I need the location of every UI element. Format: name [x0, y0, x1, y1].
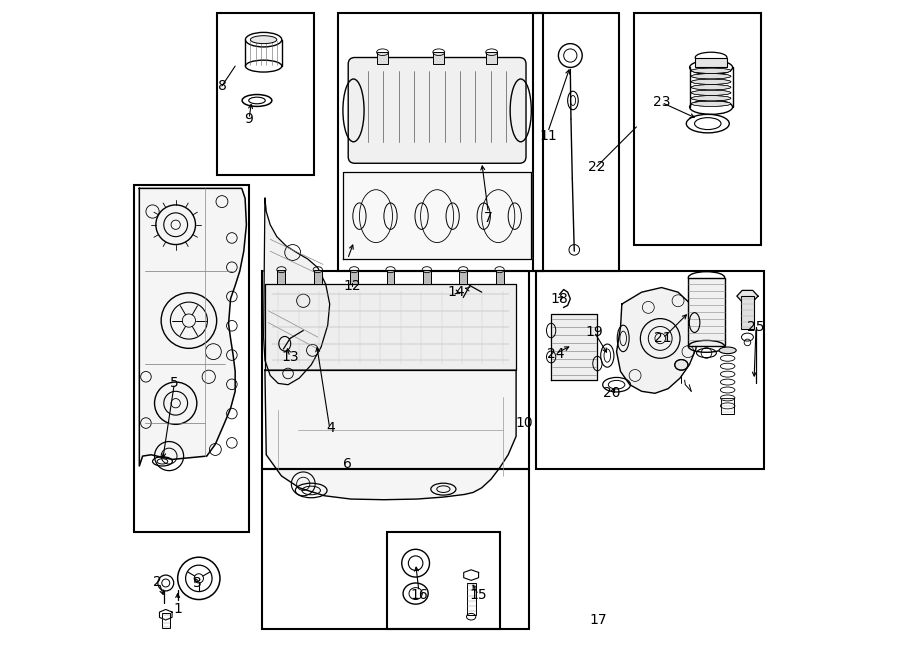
- Text: 10: 10: [515, 416, 533, 430]
- Text: 8: 8: [218, 79, 227, 93]
- Text: 12: 12: [344, 278, 361, 293]
- Text: 23: 23: [652, 95, 670, 110]
- Bar: [634, 13, 760, 245]
- Text: 24: 24: [547, 346, 564, 361]
- Ellipse shape: [691, 101, 731, 106]
- Ellipse shape: [691, 68, 731, 73]
- Bar: [533, 13, 618, 271]
- Bar: [741, 296, 754, 329]
- Polygon shape: [343, 172, 531, 259]
- Text: 1: 1: [173, 602, 182, 617]
- Bar: [350, 270, 358, 284]
- Text: 3: 3: [194, 576, 202, 590]
- Text: 16: 16: [410, 588, 428, 602]
- FancyBboxPatch shape: [348, 58, 526, 163]
- Bar: [423, 270, 431, 284]
- Ellipse shape: [691, 73, 731, 79]
- Bar: [688, 278, 724, 346]
- Text: 21: 21: [654, 331, 671, 346]
- Text: 19: 19: [585, 325, 603, 339]
- Ellipse shape: [691, 96, 731, 101]
- Polygon shape: [264, 198, 329, 385]
- Ellipse shape: [691, 79, 731, 85]
- Bar: [314, 270, 322, 284]
- Ellipse shape: [250, 36, 277, 44]
- Bar: [466, 583, 476, 615]
- Ellipse shape: [675, 360, 688, 370]
- Bar: [134, 185, 249, 532]
- Text: 17: 17: [590, 613, 608, 627]
- Bar: [386, 270, 394, 284]
- Bar: [162, 613, 170, 628]
- Text: 22: 22: [588, 159, 606, 174]
- Text: 15: 15: [470, 588, 487, 602]
- Bar: [262, 469, 529, 629]
- Polygon shape: [265, 370, 516, 500]
- Text: 25: 25: [747, 320, 765, 334]
- Polygon shape: [265, 284, 516, 370]
- Text: 9: 9: [245, 112, 254, 126]
- Text: 7: 7: [484, 211, 492, 225]
- Text: 6: 6: [343, 457, 352, 471]
- Bar: [387, 532, 500, 629]
- Text: 5: 5: [170, 376, 179, 391]
- Bar: [695, 58, 727, 67]
- Text: 14: 14: [448, 285, 465, 299]
- Polygon shape: [140, 188, 247, 466]
- Text: 11: 11: [539, 128, 557, 143]
- Bar: [434, 52, 444, 64]
- Ellipse shape: [691, 85, 731, 90]
- Bar: [721, 398, 734, 414]
- Polygon shape: [551, 314, 598, 380]
- Text: 13: 13: [281, 350, 299, 364]
- Text: 2: 2: [154, 574, 162, 589]
- Bar: [262, 271, 529, 469]
- Polygon shape: [737, 290, 758, 302]
- Bar: [377, 52, 388, 64]
- Text: 18: 18: [551, 292, 569, 306]
- Bar: [217, 13, 314, 175]
- Bar: [459, 270, 467, 284]
- Polygon shape: [616, 288, 698, 393]
- Bar: [496, 270, 503, 284]
- Bar: [536, 271, 764, 469]
- Bar: [338, 13, 543, 271]
- Bar: [277, 270, 285, 284]
- Text: 4: 4: [327, 421, 336, 436]
- Ellipse shape: [691, 90, 731, 95]
- Text: 20: 20: [603, 386, 621, 401]
- Ellipse shape: [719, 347, 736, 354]
- Bar: [486, 52, 497, 64]
